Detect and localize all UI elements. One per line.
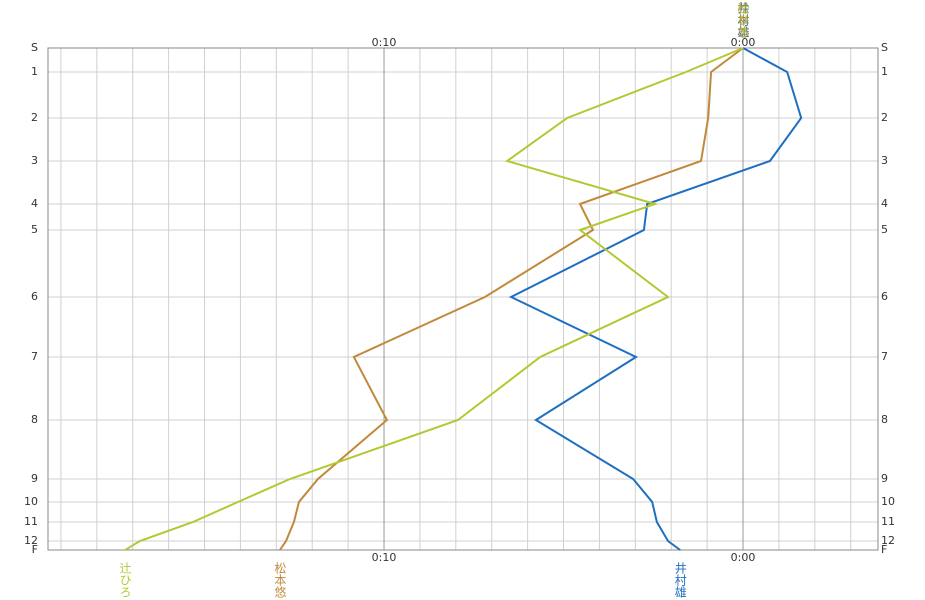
y-tick-label: 9 bbox=[31, 472, 38, 485]
series-line bbox=[124, 47, 744, 551]
series-name-top: 松本悠 bbox=[736, 2, 750, 38]
y-tick-label: 7 bbox=[31, 350, 38, 363]
y-tick-label: 1 bbox=[31, 65, 38, 78]
series-line bbox=[508, 47, 803, 551]
y-tick-label: 8 bbox=[881, 413, 888, 426]
x-tick-label: 0:00 bbox=[731, 551, 756, 564]
y-tick-label: 8 bbox=[31, 413, 38, 426]
y-tick-label: 6 bbox=[31, 290, 38, 303]
y-tick-label: 2 bbox=[31, 111, 38, 124]
y-tick-label: 4 bbox=[31, 197, 38, 210]
y-tick-label: 4 bbox=[881, 197, 888, 210]
y-tick-label: S bbox=[881, 41, 888, 54]
series-name-top: 井村雄 bbox=[736, 2, 750, 38]
plot-frame bbox=[47, 47, 879, 551]
series-name-bottom: 辻ひろ bbox=[118, 562, 132, 598]
y-tick-label: S bbox=[31, 41, 38, 54]
y-tick-label: 2 bbox=[881, 111, 888, 124]
y-tick-label: 9 bbox=[881, 472, 888, 485]
y-tick-label: 12 bbox=[881, 534, 895, 547]
x-tick-label: 0:00 bbox=[731, 36, 756, 49]
y-tick-label: 3 bbox=[31, 154, 38, 167]
series-name-bottom: 松本悠 bbox=[273, 562, 287, 598]
y-tick-label: 10 bbox=[24, 495, 38, 508]
y-tick-label: 7 bbox=[881, 350, 888, 363]
y-tick-label: 5 bbox=[31, 223, 38, 236]
y-tick-label: 12 bbox=[24, 534, 38, 547]
x-tick-label: 0:10 bbox=[372, 551, 397, 564]
series-line bbox=[279, 47, 744, 551]
y-tick-label: 11 bbox=[24, 515, 38, 528]
x-tick-label: 0:10 bbox=[372, 36, 397, 49]
y-tick-label: 5 bbox=[881, 223, 888, 236]
y-tick-label: F bbox=[881, 543, 887, 556]
y-tick-label: 11 bbox=[881, 515, 895, 528]
y-tick-label: 6 bbox=[881, 290, 888, 303]
series-name-bottom: 井村雄 bbox=[673, 562, 687, 598]
y-tick-label: F bbox=[32, 543, 38, 556]
series-name-top: 辻ひろ bbox=[736, 2, 750, 38]
y-tick-label: 3 bbox=[881, 154, 888, 167]
y-tick-label: 10 bbox=[881, 495, 895, 508]
y-tick-label: 1 bbox=[881, 65, 888, 78]
